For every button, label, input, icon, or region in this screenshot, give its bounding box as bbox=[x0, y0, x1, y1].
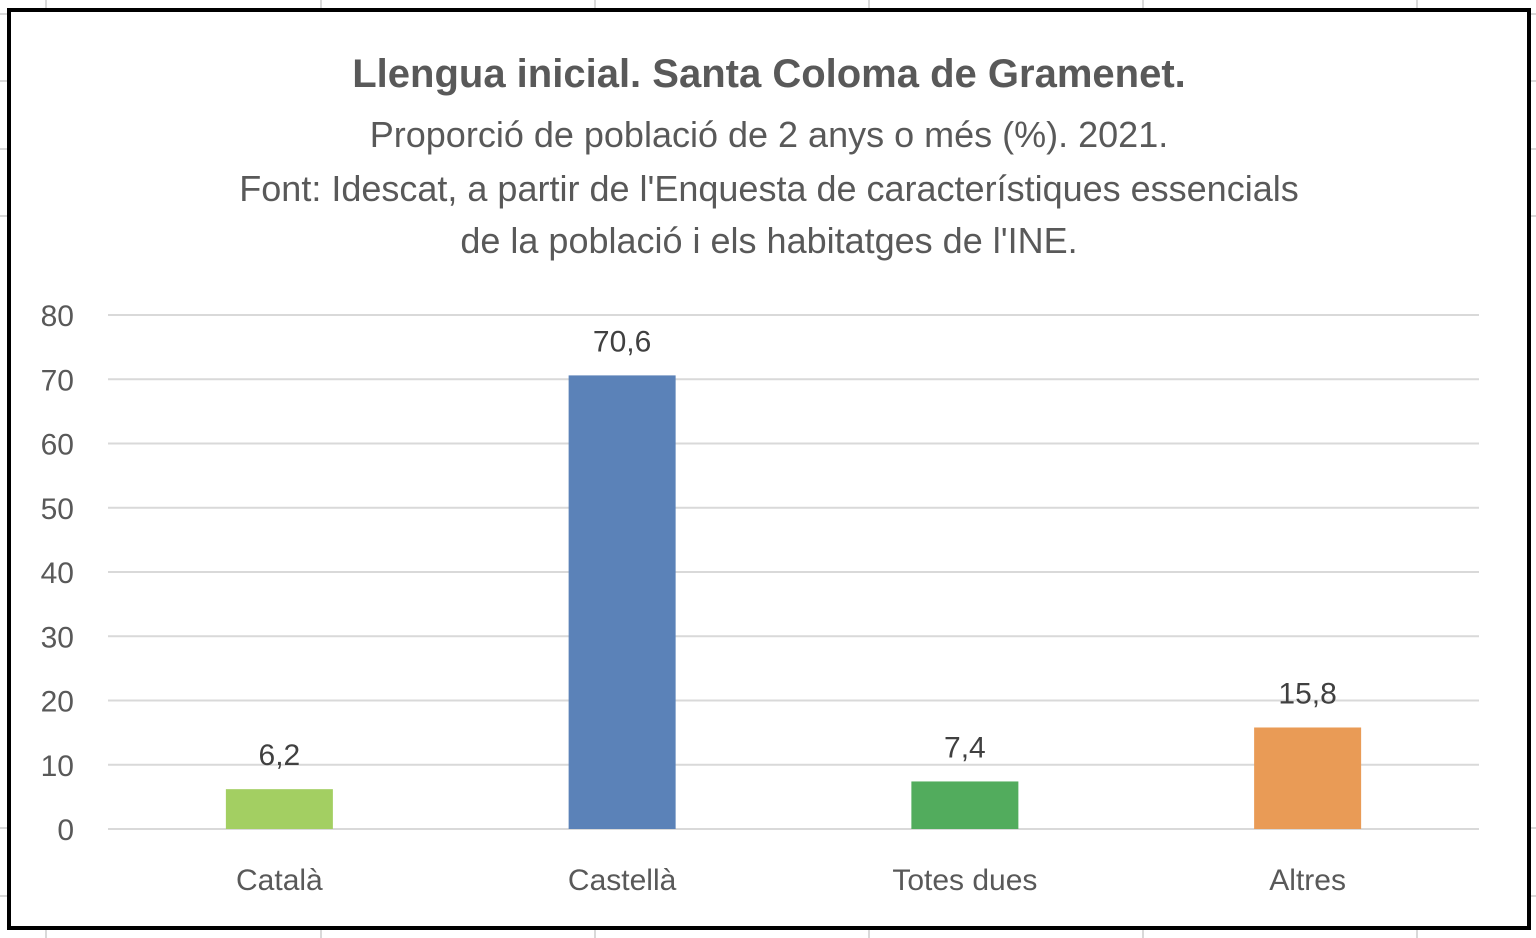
y-tick-label: 20 bbox=[41, 686, 74, 719]
bar[interactable] bbox=[911, 781, 1019, 829]
x-tick-label: Altres bbox=[1269, 864, 1346, 897]
data-label: 6,2 bbox=[259, 739, 301, 772]
y-tick-label: 0 bbox=[57, 814, 74, 847]
x-tick-label: Castellà bbox=[568, 864, 677, 897]
x-tick-label: Totes dues bbox=[892, 864, 1037, 897]
data-label: 70,6 bbox=[593, 325, 651, 358]
y-tick-label: 50 bbox=[41, 493, 74, 526]
chart-subtitle-line: Font: Idescat, a partir de l'Enquesta de… bbox=[239, 168, 1299, 209]
chart[interactable]: Llengua inicial. Santa Coloma de Gramene… bbox=[7, 8, 1531, 930]
y-tick-label: 30 bbox=[41, 621, 74, 654]
y-tick-label: 70 bbox=[41, 364, 74, 397]
data-label: 15,8 bbox=[1278, 677, 1336, 710]
bar[interactable] bbox=[225, 789, 333, 829]
chart-title: Llengua inicial. Santa Coloma de Gramene… bbox=[352, 52, 1186, 96]
bar[interactable] bbox=[1254, 727, 1362, 829]
x-tick-label: Català bbox=[236, 864, 323, 897]
y-tick-label: 40 bbox=[41, 557, 74, 590]
plot-area: 0 10 20 30 40 50 60 70 80 6,2 Català 70,6 Castellà 7,… bbox=[41, 300, 1479, 897]
chart-subtitle-line: de la població i els habitatges de l'INE… bbox=[460, 220, 1078, 261]
bar[interactable] bbox=[568, 375, 676, 829]
y-tick-label: 80 bbox=[41, 300, 74, 333]
data-label: 7,4 bbox=[944, 731, 986, 764]
chart-subtitle-line: Proporció de població de 2 anys o més (%… bbox=[369, 114, 1169, 155]
y-tick-label: 10 bbox=[41, 750, 74, 783]
y-tick-label: 60 bbox=[41, 429, 74, 462]
